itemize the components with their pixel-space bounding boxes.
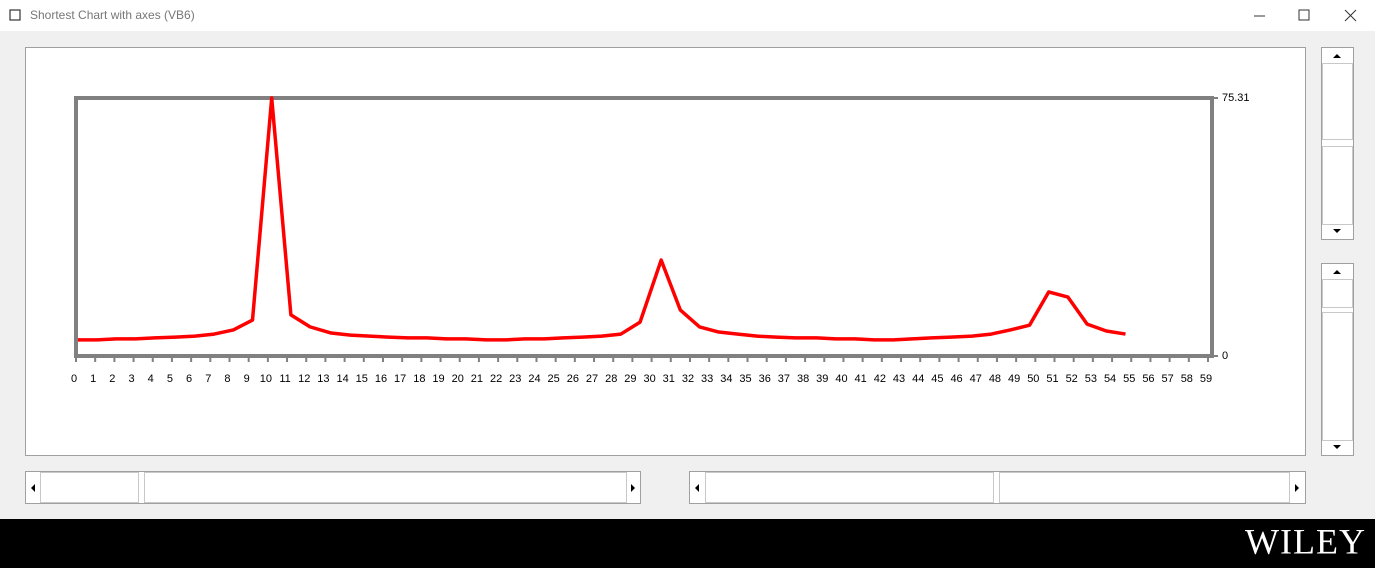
x-tick-label: 59 [1200,373,1212,385]
x-tick-label: 44 [912,373,924,385]
x-tick-label: 26 [567,373,579,385]
x-tick-label: 18 [413,373,425,385]
x-tick-label: 10 [260,373,272,385]
x-tick-label: 19 [432,373,444,385]
x-tick-label: 42 [874,373,886,385]
x-tick-label: 38 [797,373,809,385]
x-tick-label: 43 [893,373,905,385]
x-tick-label: 30 [643,373,655,385]
h-scrollbar-right[interactable] [689,471,1306,504]
x-tick-label: 0 [71,373,77,385]
x-tick-label: 52 [1066,373,1078,385]
x-tick-label: 8 [224,373,230,385]
x-tick-label: 55 [1123,373,1135,385]
close-button[interactable] [1344,9,1357,22]
x-tick-label: 37 [778,373,790,385]
x-tick-label: 29 [624,373,636,385]
x-tick-label: 58 [1181,373,1193,385]
x-tick-label: 17 [394,373,406,385]
x-tick-label: 11 [279,373,290,385]
x-tick-label: 24 [528,373,540,385]
y-tick-label: 75.31 [1222,92,1250,104]
x-tick-label: 2 [109,373,115,385]
x-tick-label: 46 [950,373,962,385]
x-tick-label: 15 [356,373,368,385]
x-tick-label: 41 [855,373,867,385]
x-tick-label: 50 [1027,373,1039,385]
plot-frame [74,96,1214,358]
picture-box [25,47,1306,456]
app-icon [9,9,21,21]
x-tick-label: 39 [816,373,828,385]
x-tick-label: 3 [128,373,134,385]
x-tick-label: 57 [1162,373,1174,385]
x-tick-label: 56 [1142,373,1154,385]
x-tick-label: 1 [90,373,96,385]
x-tick-label: 45 [931,373,943,385]
data-line [77,96,1126,342]
x-tick-label: 32 [682,373,694,385]
x-tick-label: 47 [970,373,982,385]
x-tick-label: 9 [244,373,250,385]
x-tick-label: 12 [298,373,310,385]
x-tick-label: 23 [509,373,521,385]
footer-bar [0,519,1375,568]
title-bar [0,0,1375,31]
x-tick-label: 48 [989,373,1001,385]
x-tick-label: 51 [1046,373,1058,385]
x-tick-label: 21 [471,373,483,385]
x-tick-label: 54 [1104,373,1116,385]
x-tick-label: 28 [605,373,617,385]
v-scrollbar-top[interactable] [1321,47,1354,240]
x-tick-label: 36 [759,373,771,385]
maximize-button[interactable] [1298,9,1310,21]
x-tick-label: 4 [148,373,154,385]
x-tick-label: 53 [1085,373,1097,385]
brand-logo: WILEY [1245,521,1366,561]
x-tick-label: 34 [720,373,732,385]
x-tick-label: 16 [375,373,387,385]
y-tick-label: 0 [1222,350,1228,362]
x-tick-label: 20 [452,373,464,385]
x-tick-label: 25 [548,373,560,385]
x-tick-label: 7 [205,373,211,385]
v-scrollbar-bottom[interactable] [1321,263,1354,456]
x-tick-label: 31 [663,373,675,385]
x-tick-label: 6 [186,373,192,385]
x-tick-label: 35 [739,373,751,385]
x-tick-label: 13 [317,373,329,385]
window-title: Shortest Chart with axes (VB6) [30,8,195,22]
x-tick-label: 40 [835,373,847,385]
x-tick-label: 14 [336,373,348,385]
plot: 0 1 2 3 4 5 6 7 8 9 10 11 12 13 14 15 16 17 18 19 20 21 22 23 24… [71,92,1250,385]
x-tick-label: 33 [701,373,713,385]
x-tick-label: 22 [490,373,502,385]
h-scrollbar-left[interactable] [25,471,641,504]
x-tick-label: 27 [586,373,598,385]
x-tick-label: 49 [1008,373,1020,385]
x-tick-label: 5 [167,373,173,385]
